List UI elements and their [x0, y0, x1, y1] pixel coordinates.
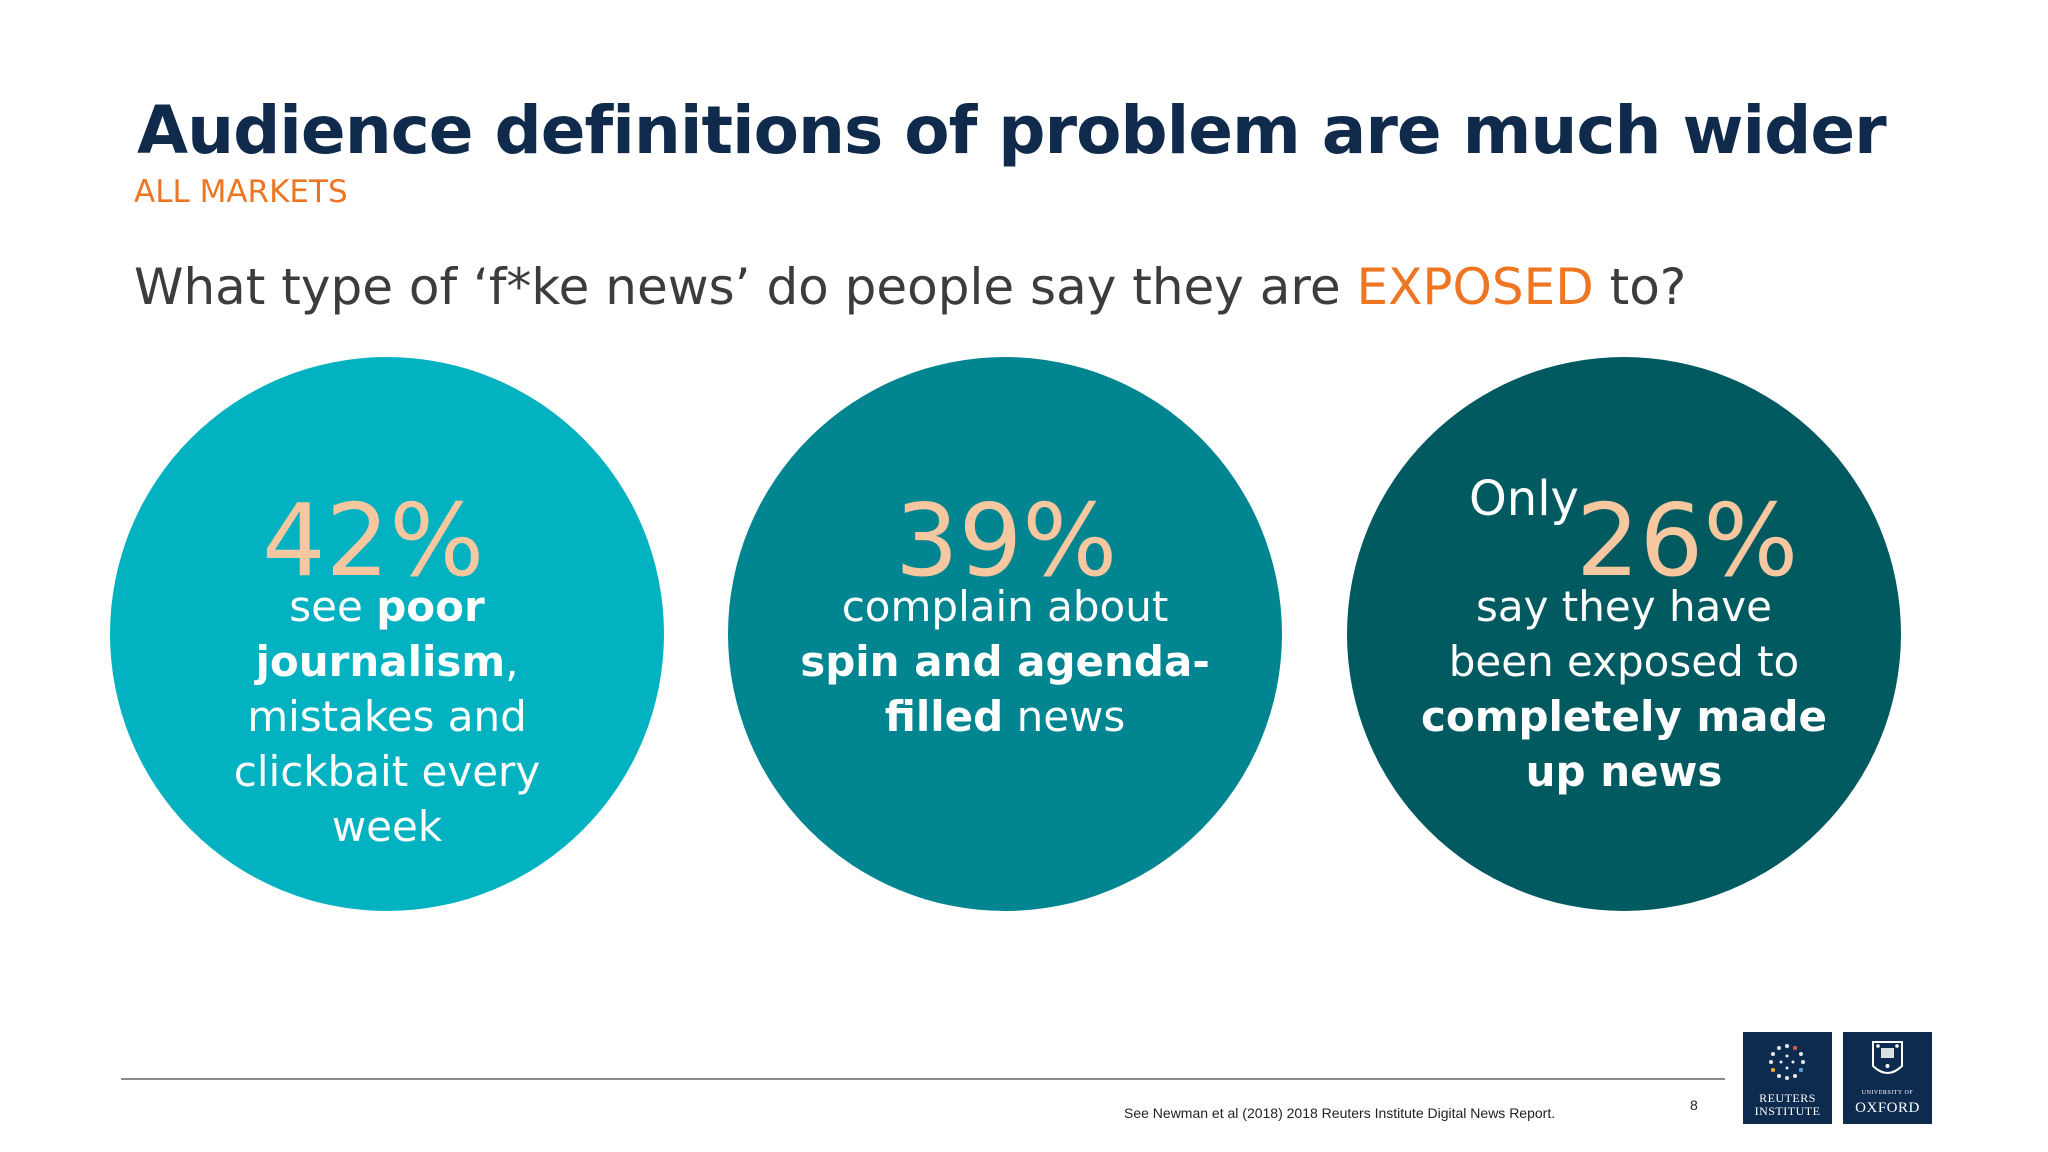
desc-bold: journalism — [255, 637, 506, 686]
desc-line: clickbait every — [233, 747, 541, 796]
stat-description: say they have been exposed to completely… — [1347, 579, 1901, 799]
desc-bold: filled — [884, 692, 1004, 741]
slide-subtitle: ALL MARKETS — [134, 174, 348, 210]
question-text-after: to? — [1593, 258, 1687, 316]
desc-line: been exposed to — [1448, 637, 1800, 686]
page-number: 8 — [1690, 1097, 1698, 1113]
stat-circle-spin-agenda: 39% complain about spin and agenda- fill… — [728, 357, 1282, 911]
reuters-institute-logo: REUTERS INSTITUTE — [1743, 1032, 1832, 1124]
desc-bold: up news — [1525, 747, 1723, 796]
desc-line: see — [289, 582, 377, 631]
source-footnote: See Newman et al (2018) 2018 Reuters Ins… — [1124, 1105, 1556, 1121]
desc-line: week — [331, 802, 443, 851]
footer-divider — [121, 1078, 1725, 1080]
reuters-dots-icon — [1769, 1044, 1805, 1080]
stat-description: complain about spin and agenda- filled n… — [728, 579, 1282, 744]
oxford-crest-icon — [1872, 1041, 1903, 1074]
question-heading: What type of ‘f*ke news’ do people say t… — [134, 258, 1686, 316]
question-highlight: EXPOSED — [1356, 258, 1594, 316]
desc-line: , — [505, 637, 519, 686]
logo-text: REUTERS — [1759, 1091, 1816, 1105]
stat-circle-poor-journalism: 42% see poor journalism, mistakes and cl… — [110, 357, 664, 911]
stat-description: see poor journalism, mistakes and clickb… — [110, 579, 664, 854]
logo-text: UNIVERSITY OF — [1861, 1090, 1914, 1096]
stat-percent: 39% — [895, 482, 1118, 599]
desc-line: news — [1003, 692, 1126, 741]
logo-text: OXFORD — [1855, 1100, 1920, 1116]
question-text-before: What type of ‘f*ke news’ do people say t… — [134, 258, 1357, 316]
desc-bold: completely made — [1420, 692, 1828, 741]
stat-percent: 42% — [262, 482, 485, 599]
desc-bold: poor — [376, 582, 485, 631]
desc-line: say they have — [1475, 582, 1772, 631]
stat-circle-made-up-news: Only 26% say they have been exposed to c… — [1347, 357, 1901, 911]
logo-text: INSTITUTE — [1754, 1104, 1821, 1118]
stat-prefix: Only — [1469, 471, 1579, 527]
university-of-oxford-logo: UNIVERSITY OF OXFORD — [1843, 1032, 1932, 1124]
desc-line: complain about — [841, 582, 1169, 631]
desc-bold: spin and agenda- — [800, 637, 1210, 686]
slide-title: Audience definitions of problem are much… — [137, 92, 1887, 169]
desc-line: mistakes and — [247, 692, 527, 741]
stat-percent: 26% — [1576, 482, 1799, 599]
